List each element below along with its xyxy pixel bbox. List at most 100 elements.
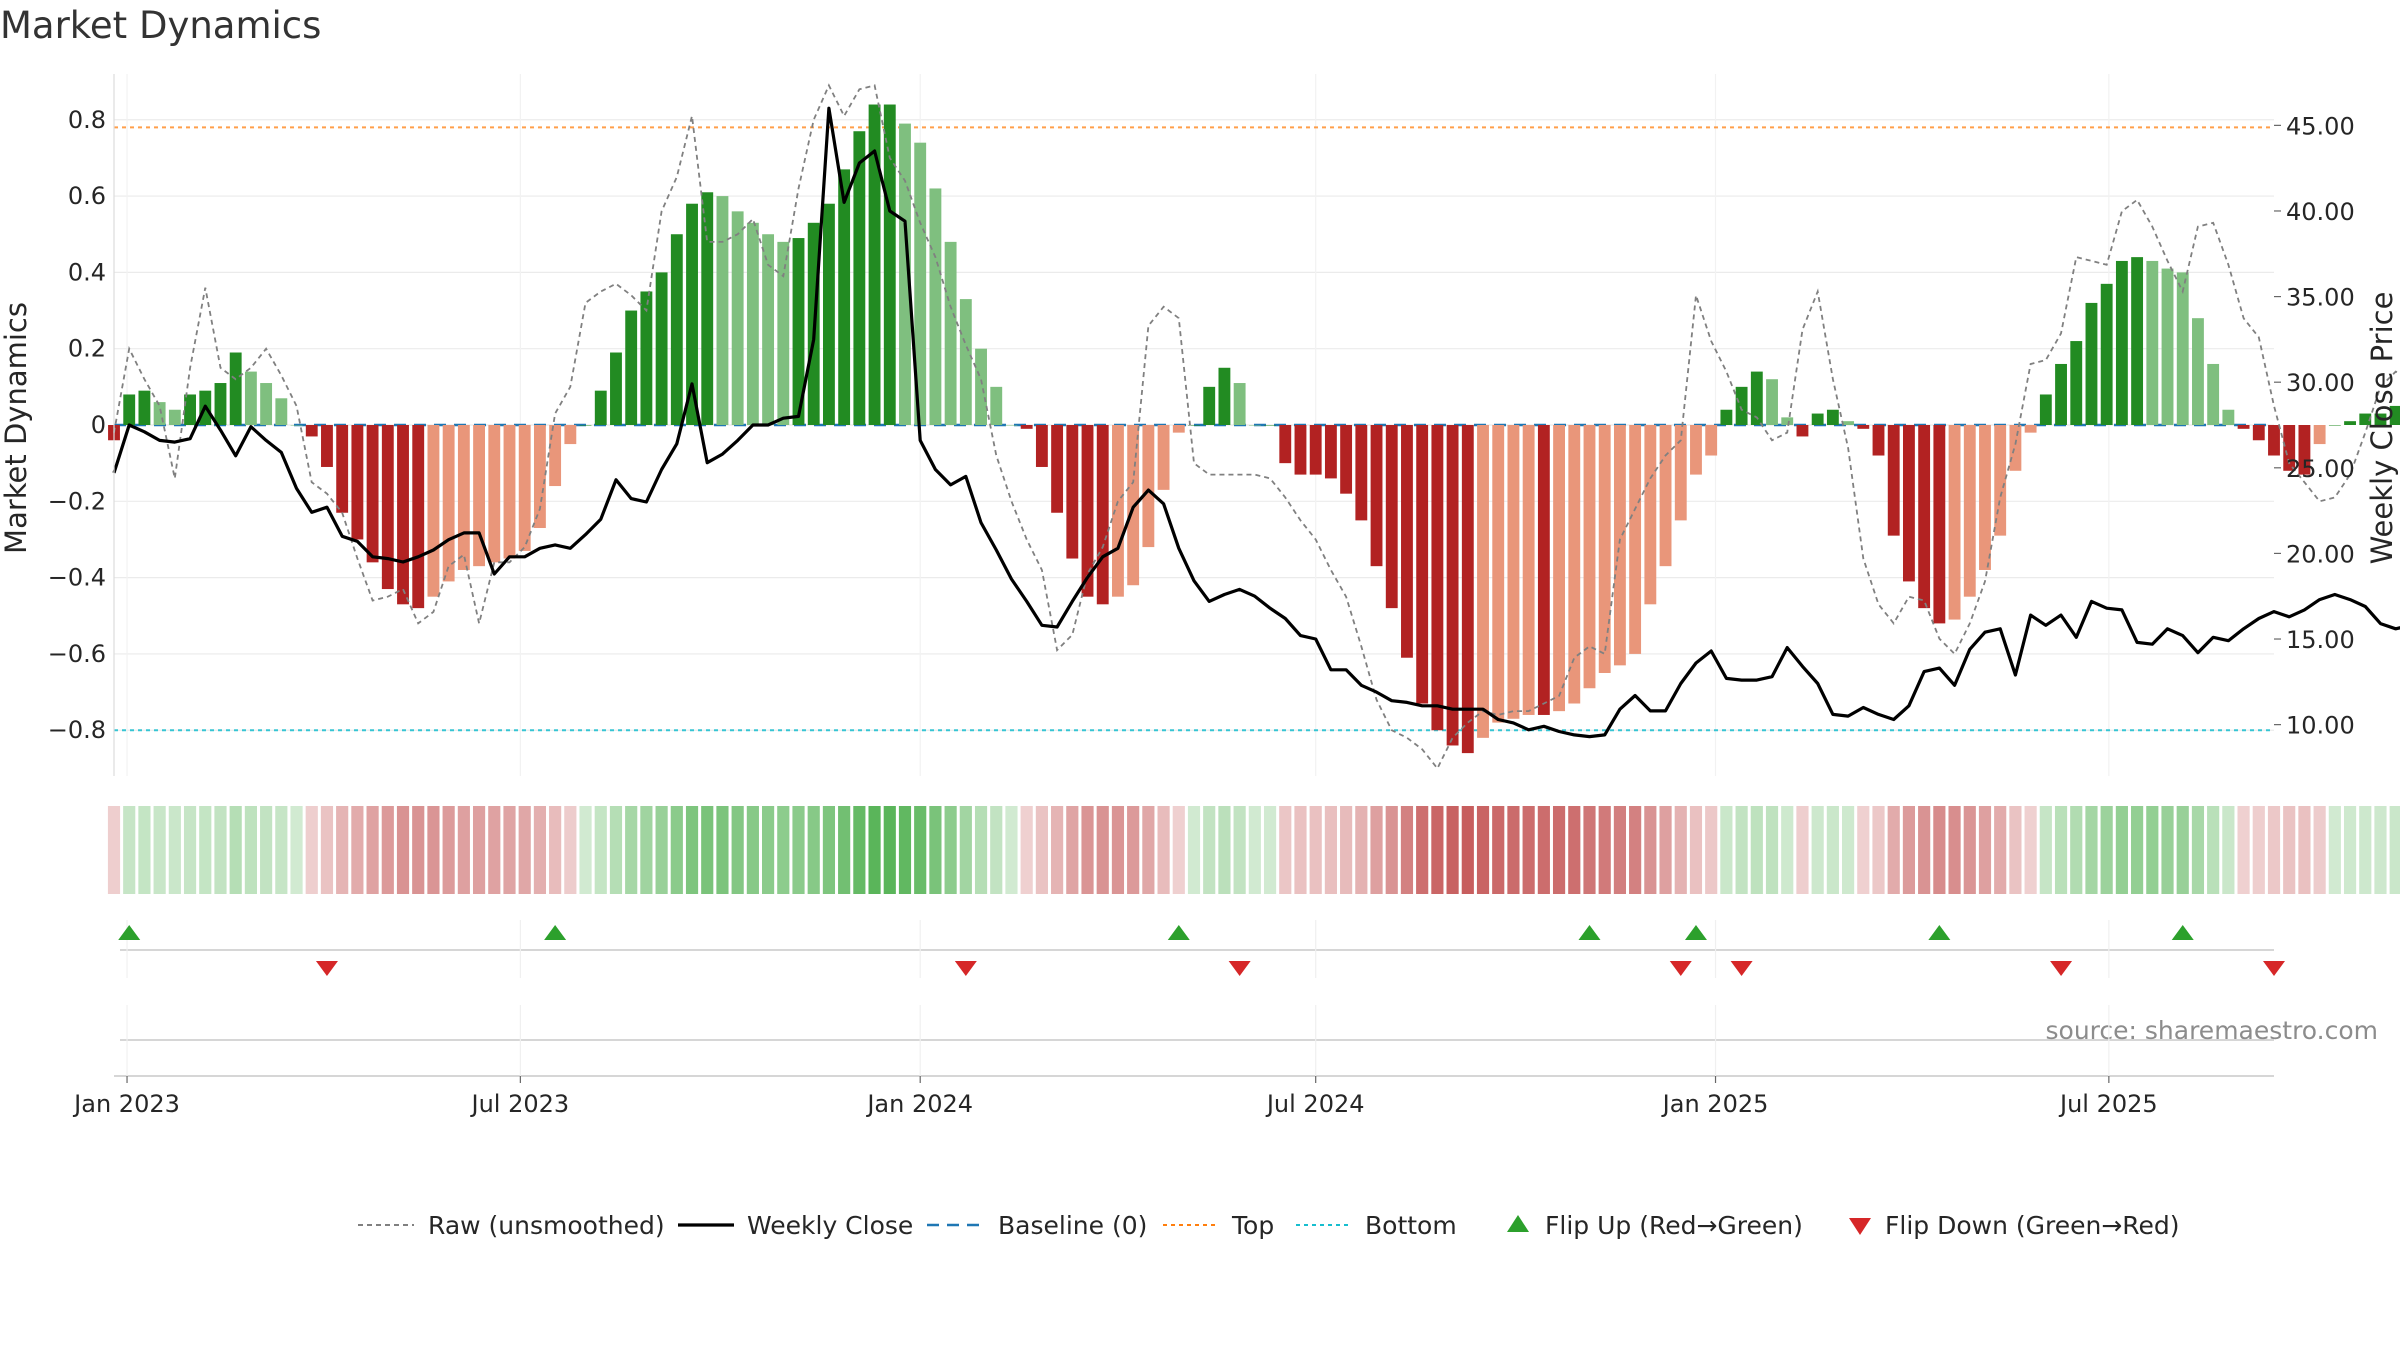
flip-markers-panel [118, 920, 2285, 978]
regime-cell [883, 806, 896, 894]
regime-cell [1492, 806, 1505, 894]
dynamics-bar [975, 348, 987, 425]
regime-cell [929, 806, 942, 894]
dynamics-bar [1431, 425, 1444, 731]
dynamics-bar [366, 425, 379, 563]
regime-cell [2313, 806, 2326, 894]
dynamics-bar [1705, 425, 1718, 456]
dynamics-bar [1963, 425, 1976, 597]
regime-cell [1537, 806, 1550, 894]
legend: Raw (unsmoothed) Weekly Close Baseline (0)… [358, 1211, 2180, 1240]
regime-cell [427, 806, 440, 894]
dynamics-bar [1051, 425, 1064, 513]
regime-cell [1659, 806, 1672, 894]
y2-tick-label: 30.00 [2286, 369, 2355, 397]
dynamics-bar [2055, 363, 2067, 425]
dynamics-bar [1507, 425, 1520, 719]
regime-cell [1613, 806, 1626, 894]
dynamics-bar [549, 425, 562, 487]
dynamics-bar [1690, 425, 1702, 475]
y2-tick-label: 20.00 [2286, 540, 2355, 568]
dynamics-bar [1066, 425, 1079, 559]
dynamics-bar [1735, 386, 1748, 425]
y-tick-label: −0.2 [48, 487, 106, 515]
regime-cell [2100, 806, 2113, 894]
dynamics-bar [1842, 421, 1855, 425]
flip-up-marker [1167, 925, 1190, 940]
regime-cell [1629, 806, 1642, 894]
y-tick-label: 0.8 [68, 106, 106, 134]
dynamics-bar [868, 104, 881, 426]
dynamics-bar [1826, 409, 1839, 425]
regime-cell [518, 806, 531, 894]
dynamics-bar [777, 241, 790, 425]
dynamics-bar [2176, 272, 2189, 425]
dynamics-bar [2146, 260, 2159, 425]
axes-layer: Market Dynamics Weekly Close Price −0.8 −… [0, 74, 2399, 776]
regime-cell [503, 806, 516, 894]
dynamics-bar [1933, 425, 1946, 624]
dynamics-bar [138, 390, 151, 425]
regime-cell [1842, 806, 1855, 894]
dynamics-bar [883, 104, 896, 426]
dynamics-bar [473, 425, 486, 567]
lines-layer [112, 83, 2400, 771]
dynamics-bar [2252, 425, 2265, 441]
dynamics-bar [1659, 425, 1672, 567]
regime-cell [1568, 806, 1581, 894]
dynamics-bar [1340, 425, 1353, 494]
regime-cell [1811, 806, 1824, 894]
regime-cell [1355, 806, 1368, 894]
dynamics-bar [1629, 425, 1642, 654]
dynamics-bar [260, 383, 273, 425]
dynamics-bar [442, 425, 455, 582]
regime-cell [974, 806, 988, 894]
regime-cell [1096, 806, 1109, 894]
dynamics-bar [457, 425, 470, 570]
regime-cell [183, 806, 197, 894]
dynamics-bar [2207, 363, 2220, 425]
dynamics-bar [1020, 425, 1033, 429]
regime-cell [138, 806, 151, 894]
regime-cell [2176, 806, 2189, 894]
regime-cell [1674, 806, 1687, 894]
y-tick-label: −0.8 [48, 716, 106, 744]
dynamics-bar [853, 131, 866, 425]
regime-cell [2359, 806, 2372, 894]
regime-cell [1902, 806, 1916, 894]
regime-cell [1218, 806, 1231, 894]
dynamics-bar [244, 371, 257, 425]
dynamics-bar [1203, 386, 1216, 425]
dynamics-bar [1492, 425, 1505, 723]
dynamics-bar [716, 196, 729, 425]
dynamics-bar [1081, 425, 1094, 597]
regime-cell [2283, 806, 2296, 894]
dynamics-bar [959, 299, 972, 425]
regime-cell [2389, 806, 2400, 894]
dynamics-bar [655, 272, 668, 425]
dynamics-bar [1279, 425, 1292, 464]
regime-cell [2009, 806, 2022, 894]
dynamics-bar [2344, 421, 2356, 425]
regime-cell [838, 806, 851, 894]
dynamics-bar [822, 203, 835, 425]
dynamics-bar [746, 222, 759, 425]
dynamics-bar [792, 238, 805, 425]
flip-down-marker [1669, 961, 1692, 976]
regime-cell [549, 806, 562, 894]
legend-label: Raw (unsmoothed) [428, 1211, 665, 1240]
regime-cell [1340, 806, 1353, 894]
regime-cell [914, 806, 927, 894]
regime-cell [1765, 806, 1779, 894]
regime-cell [1233, 806, 1246, 894]
dynamics-bar [2283, 425, 2296, 471]
regime-cell [2085, 806, 2098, 894]
dynamics-bar [397, 425, 409, 605]
regime-cell [1826, 806, 1839, 894]
regime-cell [2252, 806, 2265, 894]
regime-cell [320, 806, 334, 894]
regime-cell [701, 806, 714, 894]
regime-cell [2115, 806, 2128, 894]
y-tick-label: 0.4 [68, 258, 106, 286]
